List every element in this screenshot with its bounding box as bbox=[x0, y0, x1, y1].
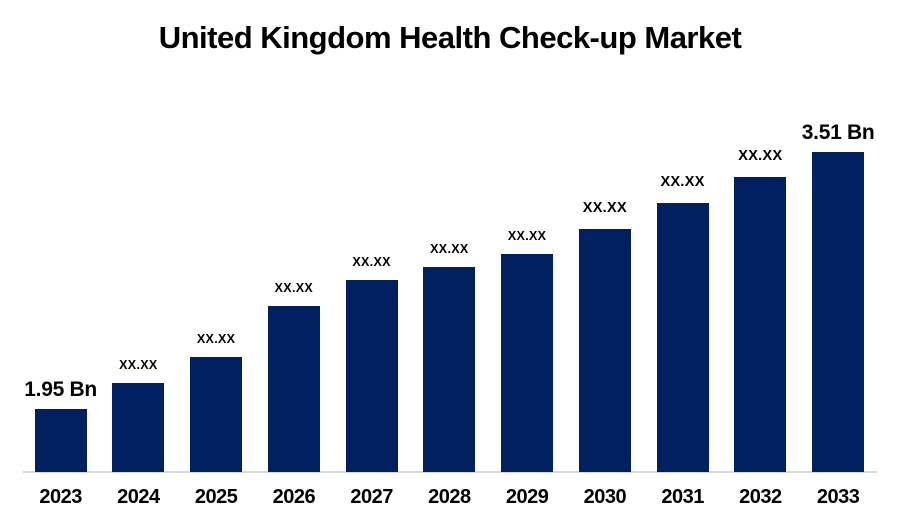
bar-2028 bbox=[423, 267, 476, 472]
bar-2033 bbox=[812, 152, 865, 472]
bar-value-label-2029: XX.XX bbox=[507, 229, 547, 244]
bar-value-label-2027: XX.XX bbox=[352, 255, 391, 270]
bar-value-label-2028: XX.XX bbox=[430, 242, 469, 257]
bar-2030 bbox=[578, 229, 631, 472]
bar-value-label-2024: XX.XX bbox=[119, 358, 158, 373]
x-axis-tick-label-2032: 2032 bbox=[739, 486, 782, 508]
x-axis-tick-label-2028: 2028 bbox=[428, 486, 471, 508]
bar-2026 bbox=[267, 306, 320, 472]
x-axis-tick-label-2033: 2033 bbox=[816, 486, 860, 508]
bar-value-label-2030: XX.XX bbox=[582, 200, 627, 217]
bar-value-label-2033: 3.51 Bn bbox=[801, 120, 875, 144]
bar-2027 bbox=[345, 280, 398, 472]
x-axis-tick-label-2029: 2029 bbox=[505, 486, 549, 508]
bar-value-label-2025: XX.XX bbox=[196, 332, 236, 347]
x-axis-tick-label-2027: 2027 bbox=[350, 486, 393, 508]
chart-title: United Kingdom Health Check-up Market bbox=[158, 20, 742, 55]
x-axis-tick-label-2030: 2030 bbox=[583, 486, 627, 508]
bar-2023 bbox=[34, 409, 87, 472]
x-axis-tick-label-2026: 2026 bbox=[272, 486, 316, 508]
bar-value-label-2023: 1.95 Bn bbox=[24, 377, 97, 401]
bar-value-label-2032: XX.XX bbox=[738, 148, 783, 165]
bar-2032 bbox=[734, 177, 787, 472]
bar-value-label-2031: XX.XX bbox=[660, 174, 705, 191]
bar-2025 bbox=[190, 357, 243, 472]
x-axis-tick-label-2025: 2025 bbox=[194, 486, 238, 508]
bar-2031 bbox=[656, 203, 709, 472]
bar-2024 bbox=[112, 383, 165, 472]
x-axis-tick-label-2023: 2023 bbox=[39, 486, 82, 508]
bar-2029 bbox=[501, 254, 554, 472]
x-axis-tick-label-2031: 2031 bbox=[661, 486, 704, 508]
x-axis-tick-label-2024: 2024 bbox=[117, 486, 160, 508]
bar-value-label-2026: XX.XX bbox=[274, 281, 313, 296]
x-axis-line bbox=[23, 471, 877, 473]
